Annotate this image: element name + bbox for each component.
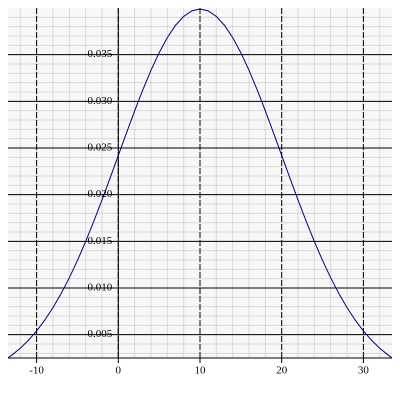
x-tick-label: 20 <box>276 365 288 377</box>
y-tick-label: 0.025 <box>88 142 113 154</box>
x-tick-label: 30 <box>358 365 370 377</box>
y-tick-label: 0.020 <box>88 188 113 200</box>
y-tick-label: 0.030 <box>88 95 113 107</box>
curve <box>7 8 393 359</box>
y-tick-label: 0.010 <box>88 282 113 294</box>
x-tick-label: 10 <box>195 365 207 377</box>
x-tick-label: -10 <box>29 365 44 377</box>
x-tick-label: 0 <box>116 365 122 377</box>
y-tick-label: 0.035 <box>88 48 113 60</box>
y-tick-label: 0.015 <box>88 235 113 247</box>
y-tick-label: 0.005 <box>88 328 113 340</box>
